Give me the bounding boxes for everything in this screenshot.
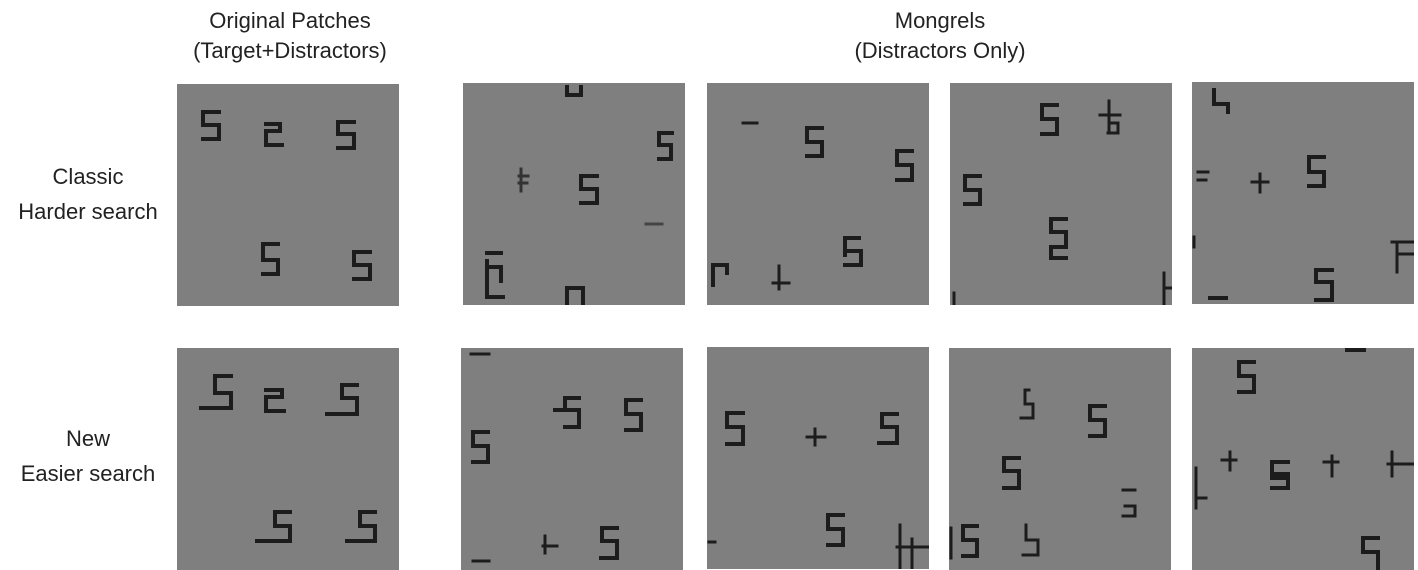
row-label-classic-line1: Classic: [52, 164, 124, 189]
original-patch-classic: [177, 84, 399, 306]
mongrel-patch-classic-3: [950, 83, 1172, 305]
row-label-classic: Classic Harder search: [0, 159, 176, 229]
mongrel-patch-new-2: [707, 347, 929, 569]
mongrel-patch-classic-4: [1192, 82, 1414, 304]
original-patch-new: [177, 348, 399, 570]
mongrels-title: Mongrels: [894, 8, 986, 33]
mongrel-patch-new-1: [461, 348, 683, 570]
original-patches-subtitle: (Target+Distractors): [193, 38, 387, 63]
original-patches-header: Original Patches (Target+Distractors): [170, 6, 410, 66]
row-label-classic-line2: Harder search: [18, 199, 158, 224]
mongrel-patch-new-4: [1192, 348, 1414, 570]
mongrel-patch-classic-1: [463, 83, 685, 305]
original-patches-title: Original Patches: [209, 8, 371, 33]
mongrels-subtitle: (Distractors Only): [854, 38, 1026, 63]
row-label-new-line2: Easier search: [20, 461, 156, 486]
row-label-new-line1: New: [65, 426, 110, 451]
mongrel-patch-new-3: [949, 348, 1171, 570]
row-label-new: New Easier search: [0, 421, 176, 491]
mongrels-header: Mongrels (Distractors Only): [740, 6, 1140, 66]
mongrel-patch-classic-2: [707, 83, 929, 305]
